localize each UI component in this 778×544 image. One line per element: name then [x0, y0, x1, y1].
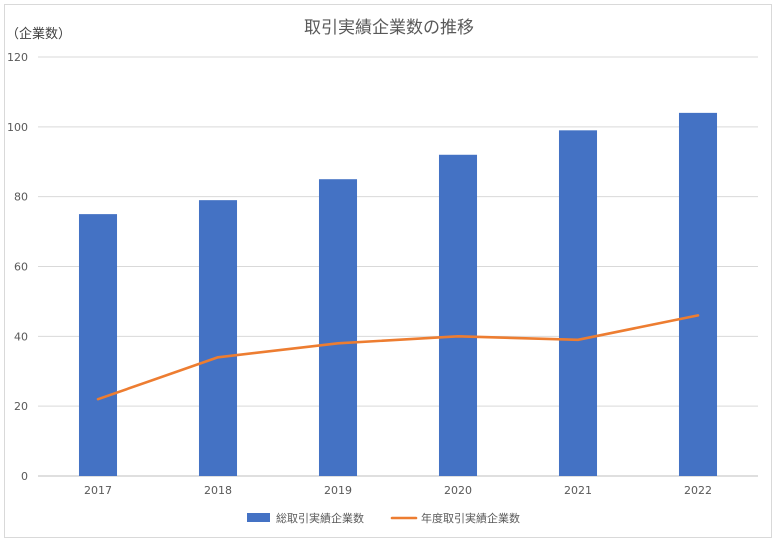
y-tick-label: 60: [14, 261, 28, 274]
y-tick-label: 80: [14, 191, 28, 204]
x-tick-label: 2021: [564, 484, 592, 497]
bar: [678, 112, 718, 476]
line-series: [96, 314, 700, 401]
chart-frame: [4, 4, 772, 538]
y-axis-label: （企業数）: [6, 26, 71, 42]
series-line: [96, 314, 700, 401]
y-tick-label: 0: [21, 470, 28, 483]
y-tick-label: 100: [7, 121, 28, 134]
x-tick-label: 2017: [84, 484, 112, 497]
y-tick-label: 20: [14, 400, 28, 413]
y-tick-label: 120: [7, 51, 28, 64]
legend-label: 総取引実績企業数: [276, 511, 364, 525]
x-axis-ticks: 2017 2018 2019 2020 2021 2022: [84, 484, 712, 497]
chart-title: 取引実績企業数の推移: [304, 18, 474, 38]
bar: [198, 200, 238, 477]
bar-series: [78, 112, 718, 477]
legend: 総取引実績企業数 年度取引実績企業数: [247, 511, 520, 525]
x-tick-label: 2019: [324, 484, 352, 497]
bar: [438, 154, 478, 476]
gridlines: [38, 56, 758, 477]
y-axis-ticks: 0 20 40 60 80 100 120: [7, 51, 28, 483]
bar: [558, 130, 598, 476]
bar: [318, 179, 358, 477]
bar: [78, 214, 118, 476]
legend-label: 年度取引実績企業数: [421, 511, 520, 525]
x-tick-label: 2020: [444, 484, 472, 497]
x-tick-label: 2022: [684, 484, 712, 497]
x-tick-label: 2018: [204, 484, 232, 497]
legend-swatch-bar: [247, 513, 270, 522]
y-tick-label: 40: [14, 330, 28, 343]
